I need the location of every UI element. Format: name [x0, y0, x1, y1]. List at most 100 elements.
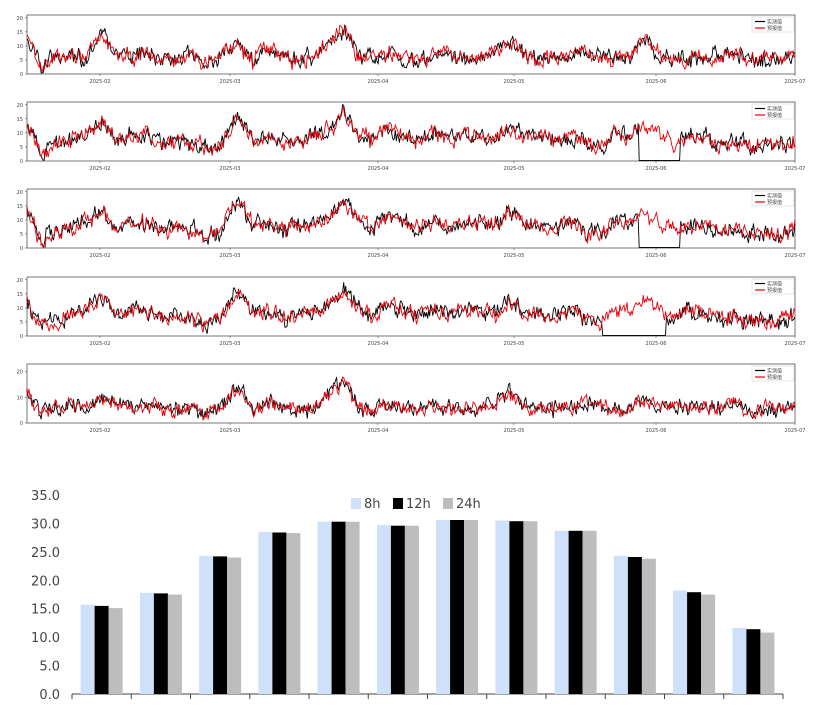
x-tick-label: 2025-02 [90, 79, 111, 85]
bar-8h [258, 532, 273, 694]
legend-label: 实测值 [767, 281, 782, 288]
legend-label: 实测值 [767, 368, 782, 375]
bar-8h [376, 525, 391, 694]
y-tick-label: 0 [20, 72, 23, 78]
bar-12h [153, 593, 168, 694]
bar-group-12 [732, 628, 775, 694]
x-tick-label: 2025-06 [646, 428, 667, 434]
line-panel-4: 0 5 10 15 20 2025-02 2025-03 2025-04 2025-05 2025… [17, 276, 805, 347]
y-tick-label: 10.0 [31, 631, 60, 646]
x-tick-label: 2025-05 [504, 341, 525, 347]
x-tick-label: 2025-03 [220, 428, 241, 434]
bar-12h [687, 592, 702, 694]
y-tick-label: 0 [20, 246, 23, 252]
x-tick-label: 2025-05 [504, 428, 525, 434]
bar-24h [582, 530, 597, 694]
y-tick-label: 20.0 [31, 574, 60, 589]
x-tick-label: 2025-07 [785, 428, 806, 434]
series-line-实测值 [26, 103, 796, 161]
x-tick-label: 2025-07 [785, 79, 806, 85]
bar-24h [345, 521, 360, 694]
line-panel-2: 0 5 10 15 20 2025-02 2025-03 2025-04 2025-05 2025… [17, 101, 806, 172]
bar-group-5 [317, 521, 360, 694]
bar-8h [613, 555, 628, 694]
bar-12h [390, 525, 405, 694]
series-line-预报值 [26, 24, 796, 74]
y-tick-label: 15 [17, 30, 23, 36]
bar-group-8 [495, 520, 538, 694]
y-tick-label: 0 [20, 421, 23, 427]
bar-group-9 [554, 530, 597, 694]
x-tick-label: 2025-02 [90, 166, 111, 172]
y-tick-label: 10 [17, 131, 23, 137]
y-tick-label: 15.0 [31, 603, 60, 618]
y-tick-label: 20 [17, 103, 23, 109]
y-tick-label: 5.0 [39, 660, 60, 675]
legend-swatch-12h [393, 498, 403, 509]
y-tick-label: 20 [17, 190, 23, 196]
y-tick-label: 5 [20, 232, 23, 238]
bar-12h [272, 532, 287, 694]
bar-24h [760, 632, 775, 694]
x-tick-label: 2025-04 [368, 79, 389, 85]
bar-8h [436, 520, 451, 694]
legend-label: 实测值 [767, 193, 782, 200]
bar-12h [213, 556, 228, 694]
legend-label: 预报值 [767, 374, 782, 381]
series-line-实测值 [26, 196, 796, 249]
y-tick-label: 35.0 [31, 489, 60, 504]
bar-12h [746, 629, 761, 694]
bar-8h [317, 521, 332, 694]
y-tick-label: 30.0 [31, 517, 60, 532]
series-line-预报值 [26, 288, 796, 333]
y-tick-label: 20 [17, 16, 23, 22]
bar-24h [404, 525, 419, 694]
line-panel-3: 0 5 10 15 20 2025-02 2025-03 2025-04 2025-05 2025… [17, 188, 806, 259]
bar-8h [199, 555, 214, 694]
y-tick-label: 0 [20, 159, 23, 165]
bar-12h [627, 557, 642, 694]
y-tick-label: 10 [17, 395, 23, 401]
plot-frame [26, 188, 796, 249]
x-tick-label: 2025-07 [785, 166, 806, 172]
bar-legend: 8h 12h 24h [351, 497, 481, 512]
bar-group-4 [258, 532, 301, 694]
y-tick-label: 15 [17, 117, 23, 123]
x-tick-label: 2025-06 [646, 79, 667, 85]
bar-12h [331, 521, 346, 694]
bar-8h [732, 628, 747, 694]
bar-8h [80, 604, 95, 694]
x-tick-label: 2025-04 [368, 166, 389, 172]
legend-swatch-24h [443, 498, 453, 509]
y-tick-label: 5 [20, 320, 23, 326]
y-tick-label: 10 [17, 218, 23, 224]
x-tick-label: 2025-07 [785, 253, 806, 259]
y-tick-label: 15 [17, 292, 23, 298]
series-line-预报值 [26, 376, 796, 422]
x-tick-label: 2025-06 [646, 166, 667, 172]
legend-label: 预报值 [767, 287, 782, 294]
y-tick-label: 25.0 [31, 546, 60, 561]
x-tick-label: 2025-06 [646, 341, 667, 347]
y-tick-label: 10 [17, 306, 23, 312]
monthly-bar-chart: 0.0 5.0 10.0 15.0 20.0 25.0 30.0 35.0 8h 12h 24h [31, 489, 784, 703]
bar-12h [94, 605, 109, 694]
bar-24h [286, 533, 301, 694]
legend-swatch-8h [351, 498, 361, 509]
y-tick-label: 5 [20, 145, 23, 151]
y-tick-label: 15 [17, 204, 23, 210]
bar-group-6 [376, 525, 419, 694]
x-tick-label: 2025-06 [646, 253, 667, 259]
series-line-实测值 [26, 282, 796, 336]
line-panel-1: 0 5 10 15 20 2025-02 2025-03 2025-04 2025-05 2025… [17, 14, 806, 85]
legend-label: 预报值 [767, 199, 782, 206]
y-tick-label: 0.0 [39, 688, 60, 703]
bar-24h [464, 520, 479, 694]
y-tick-label: 20 [17, 370, 23, 376]
legend-label: 实测值 [767, 19, 782, 26]
bar-8h [554, 530, 569, 694]
x-tick-label: 2025-04 [368, 428, 389, 434]
